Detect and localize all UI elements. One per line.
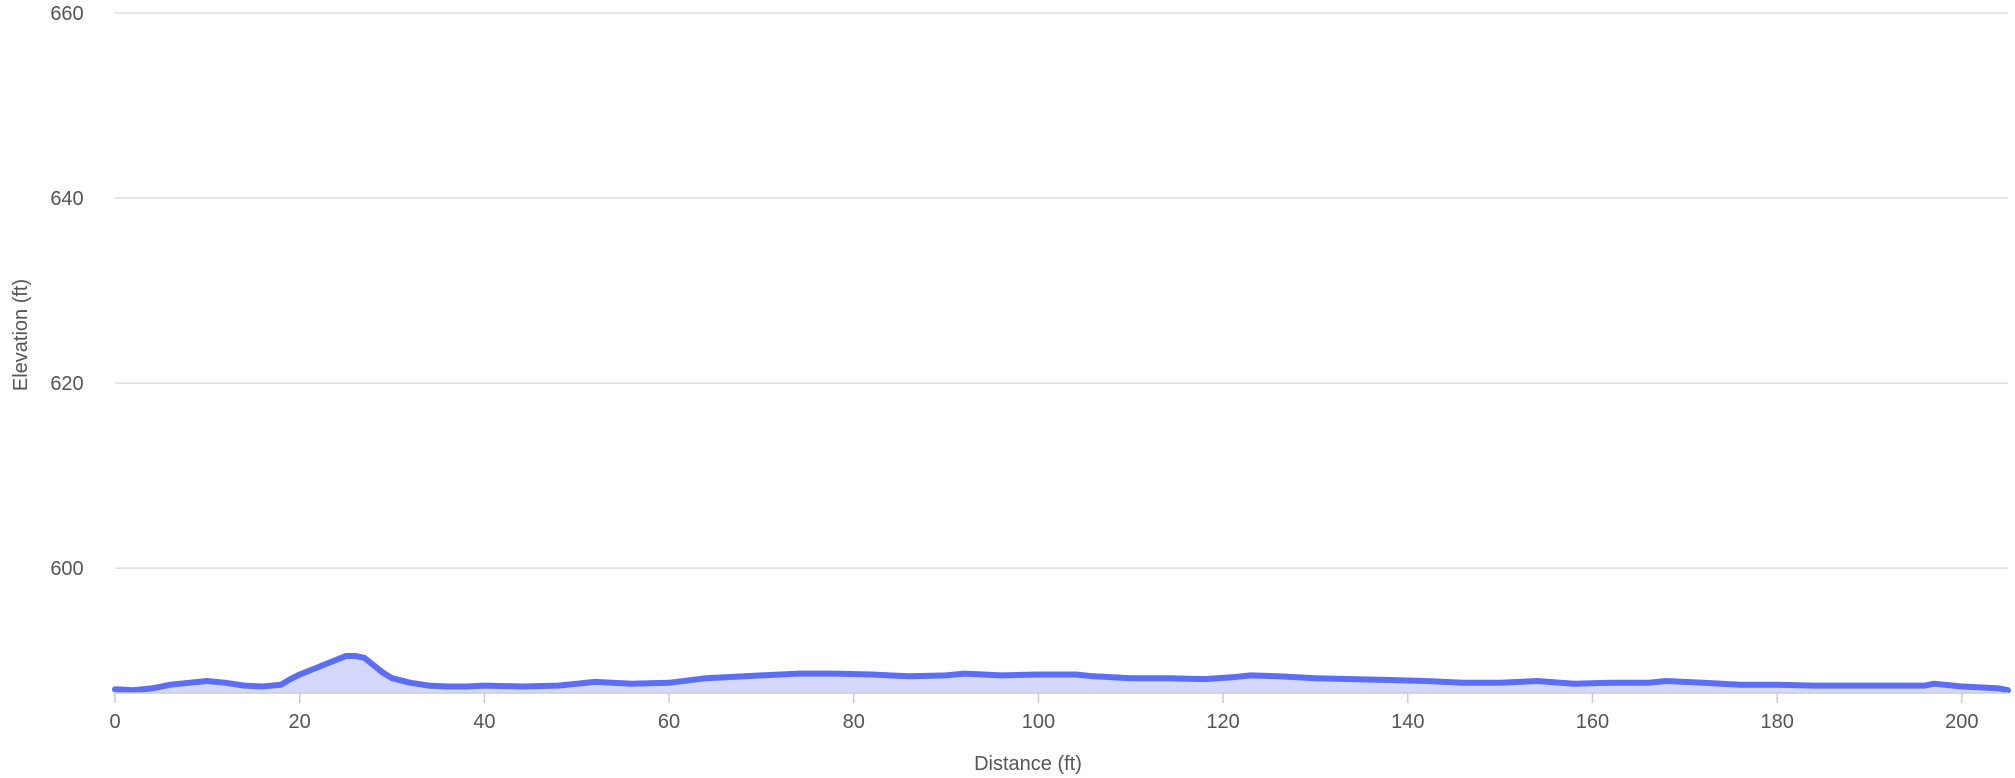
x-tick-label: 180 xyxy=(1760,711,1793,733)
x-axis: 0 20 40 60 80 100 120 140 160 180 200 xyxy=(109,692,2008,733)
x-tick-label: 0 xyxy=(109,711,120,733)
y-axis: 600 620 640 660 xyxy=(50,3,83,580)
y-tick-label: 600 xyxy=(50,558,83,580)
elevation-line xyxy=(112,653,2011,694)
y-axis-title: Elevation (ft) xyxy=(10,279,32,391)
y-tick-label: 640 xyxy=(50,188,83,210)
x-axis-title: Distance (ft) xyxy=(974,753,1082,775)
x-tick-label: 200 xyxy=(1945,711,1978,733)
plot-area xyxy=(112,653,2011,694)
x-tick-label: 100 xyxy=(1022,711,1055,733)
y-tick-label: 620 xyxy=(50,373,83,395)
gridlines xyxy=(115,12,2008,569)
x-tick-label: 80 xyxy=(843,711,865,733)
x-tick-label: 120 xyxy=(1206,711,1239,733)
x-tick-label: 20 xyxy=(289,711,311,733)
x-tick-label: 140 xyxy=(1391,711,1424,733)
x-tick-label: 40 xyxy=(473,711,495,733)
x-tick-label: 60 xyxy=(658,711,680,733)
x-tick-label: 160 xyxy=(1576,711,1609,733)
y-tick-label: 660 xyxy=(50,3,83,25)
